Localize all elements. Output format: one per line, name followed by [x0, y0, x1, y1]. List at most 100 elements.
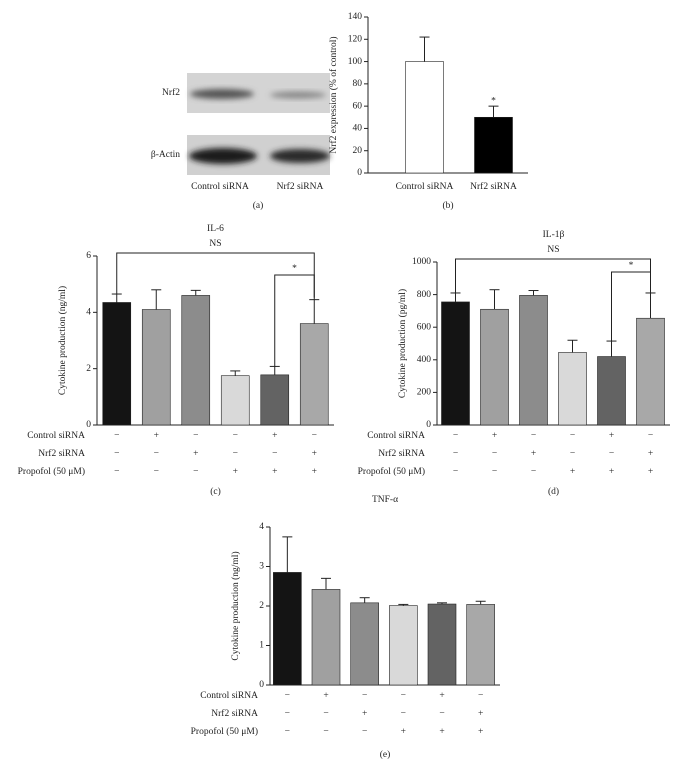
- bar: [558, 352, 587, 426]
- y-tick-label: 3: [259, 562, 264, 572]
- condition-mark: −: [285, 691, 290, 701]
- condition-mark: −: [193, 467, 198, 477]
- bar: [597, 356, 626, 426]
- panel-label: (a): [253, 200, 264, 211]
- y-tick-label: 800: [417, 290, 432, 300]
- bar: [102, 302, 132, 426]
- y-tick-label: 0: [259, 680, 264, 690]
- condition-mark: +: [323, 691, 328, 701]
- condition-mark: −: [323, 727, 328, 737]
- y-tick-label: 20: [353, 146, 363, 156]
- significance: *: [292, 264, 297, 274]
- y-tick-label: 200: [417, 388, 432, 398]
- bar: [141, 309, 171, 426]
- condition-mark: −: [323, 709, 328, 719]
- bar: [389, 605, 418, 686]
- condition-mark: +: [312, 467, 317, 477]
- y-tick-label: 4: [86, 308, 91, 318]
- bar: [260, 374, 290, 426]
- y-tick-label: 100: [348, 57, 363, 67]
- condition-mark: −: [531, 431, 536, 441]
- y-tick-label: 1000: [412, 257, 431, 267]
- y-tick-label: 0: [86, 420, 91, 430]
- condition-mark: −: [453, 449, 458, 459]
- condition-mark: +: [272, 467, 277, 477]
- panel-label: (b): [442, 200, 453, 211]
- x-tick-label: Nrf2 siRNA: [470, 181, 517, 192]
- y-tick-label: 400: [417, 355, 432, 365]
- significance: NS: [547, 245, 559, 255]
- condition-label: Propofol (50 μM): [18, 466, 85, 477]
- y-tick-label: 140: [348, 12, 363, 22]
- y-tick-label: 1: [259, 641, 264, 651]
- condition-mark: −: [114, 431, 119, 441]
- ns-bracket: [455, 258, 651, 293]
- condition-mark: +: [154, 431, 159, 441]
- blot-band: [189, 148, 257, 164]
- y-tick-label: 120: [348, 34, 363, 44]
- condition-mark: +: [193, 449, 198, 459]
- condition-mark: −: [570, 449, 575, 459]
- y-tick-label: 4: [259, 522, 264, 532]
- condition-mark: −: [453, 431, 458, 441]
- y-axis-label: Cytokine production (pg/ml): [397, 289, 408, 398]
- condition-mark: −: [285, 727, 290, 737]
- condition-mark: +: [233, 467, 238, 477]
- ns-bracket: [116, 252, 315, 300]
- bar: [350, 602, 379, 686]
- panel-label: (e): [380, 749, 391, 760]
- panel-label: (d): [548, 486, 559, 497]
- star-bracket: [611, 271, 651, 342]
- bar: [636, 317, 665, 426]
- condition-mark: +: [478, 709, 483, 719]
- y-tick-label: 2: [259, 601, 264, 611]
- condition-mark: −: [401, 691, 406, 701]
- condition-label: Nrf2 siRNA: [378, 448, 425, 459]
- blot-lane-label: Control siRNA: [191, 182, 249, 192]
- condition-mark: −: [453, 467, 458, 477]
- blot-lane-label: Nrf2 siRNA: [277, 181, 324, 192]
- condition-mark: +: [570, 467, 575, 477]
- blot-row-label: β-Actin: [151, 150, 180, 160]
- condition-mark: +: [401, 727, 406, 737]
- western-blot: Nrf2 β-Actin Control siRNA Nrf2 siRNA (a…: [151, 73, 330, 211]
- y-axis-label: Cytokine production (ng/ml): [57, 286, 68, 395]
- bar: [311, 589, 341, 686]
- chart-title: IL-6: [207, 224, 224, 234]
- blot-band: [270, 91, 326, 99]
- significance: *: [491, 96, 496, 106]
- condition-mark: −: [114, 449, 119, 459]
- blot-row-label: Nrf2: [162, 87, 180, 98]
- panel-label: (c): [210, 486, 221, 497]
- y-axis-label: Cytokine production (ng/ml): [230, 551, 241, 660]
- bar: [466, 604, 495, 686]
- condition-mark: +: [312, 449, 317, 459]
- y-tick-label: 6: [86, 251, 91, 261]
- bar: [480, 308, 509, 426]
- condition-mark: −: [531, 467, 536, 477]
- condition-mark: −: [114, 467, 119, 477]
- y-tick-label: 80: [353, 79, 363, 89]
- condition-mark: −: [193, 431, 198, 441]
- condition-mark: −: [362, 727, 367, 737]
- y-tick-label: 60: [353, 101, 363, 111]
- condition-mark: −: [478, 691, 483, 701]
- condition-mark: −: [492, 467, 497, 477]
- condition-mark: −: [648, 431, 653, 441]
- blot-band: [270, 149, 330, 163]
- condition-mark: −: [285, 709, 290, 719]
- x-tick-label: Control siRNA: [396, 182, 454, 192]
- condition-mark: +: [531, 449, 536, 459]
- condition-mark: −: [272, 449, 277, 459]
- condition-label: Control siRNA: [200, 691, 258, 701]
- condition-mark: −: [233, 449, 238, 459]
- y-tick-label: 600: [417, 322, 432, 332]
- significance: NS: [209, 239, 221, 249]
- condition-mark: −: [401, 709, 406, 719]
- y-tick-label: 40: [353, 124, 363, 134]
- condition-mark: +: [272, 431, 277, 441]
- condition-mark: −: [154, 467, 159, 477]
- condition-mark: +: [439, 691, 444, 701]
- condition-mark: +: [362, 709, 367, 719]
